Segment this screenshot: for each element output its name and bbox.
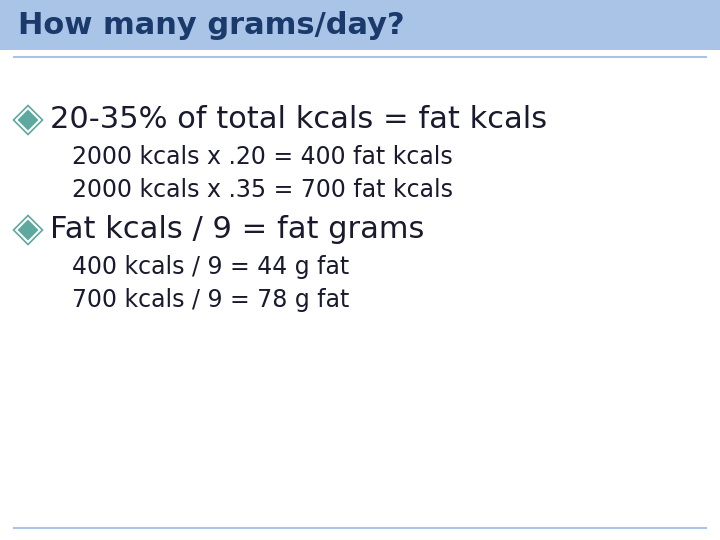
- Polygon shape: [18, 110, 38, 130]
- Text: 20-35% of total kcals = fat kcals: 20-35% of total kcals = fat kcals: [50, 105, 547, 134]
- FancyBboxPatch shape: [0, 0, 720, 50]
- Text: 700 kcals / 9 = 78 g fat: 700 kcals / 9 = 78 g fat: [72, 288, 349, 312]
- Text: 2000 kcals x .35 = 700 fat kcals: 2000 kcals x .35 = 700 fat kcals: [72, 178, 453, 202]
- Text: Fat kcals / 9 = fat grams: Fat kcals / 9 = fat grams: [50, 215, 424, 245]
- Text: 400 kcals / 9 = 44 g fat: 400 kcals / 9 = 44 g fat: [72, 255, 349, 279]
- Text: 2000 kcals x .20 = 400 fat kcals: 2000 kcals x .20 = 400 fat kcals: [72, 145, 453, 169]
- Polygon shape: [18, 220, 38, 240]
- Text: How many grams/day?: How many grams/day?: [18, 10, 405, 39]
